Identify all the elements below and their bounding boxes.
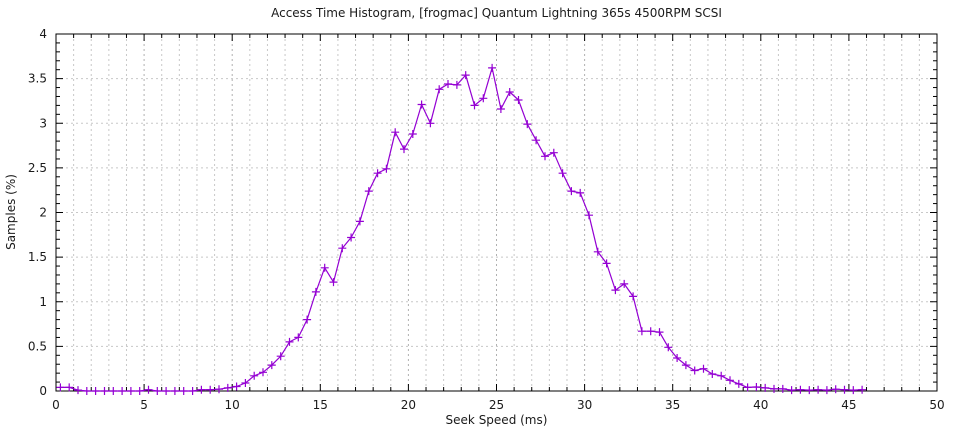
- x-axis-label: Seek Speed (ms): [445, 413, 548, 427]
- x-tick-label: 10: [225, 398, 240, 412]
- y-tick-label: 2: [39, 206, 47, 220]
- x-tick-label: 45: [841, 398, 856, 412]
- x-tick-label: 40: [753, 398, 768, 412]
- y-tick-label: 4: [39, 27, 47, 41]
- x-tick-label: 30: [577, 398, 592, 412]
- y-tick-label: 0: [39, 384, 47, 398]
- x-tick-label: 25: [489, 398, 504, 412]
- y-tick-label: 1: [39, 295, 47, 309]
- x-tick-label: 15: [313, 398, 328, 412]
- y-tick-label: 3.5: [28, 72, 47, 86]
- x-tick-label: 35: [665, 398, 680, 412]
- y-tick-label: 0.5: [28, 339, 47, 353]
- y-tick-label: 1.5: [28, 250, 47, 264]
- x-tick-label: 0: [52, 398, 60, 412]
- x-tick-label: 50: [929, 398, 944, 412]
- chart-title: Access Time Histogram, [frogmac] Quantum…: [271, 6, 722, 20]
- series-markers: [56, 63, 867, 395]
- y-tick-label: 2.5: [28, 161, 47, 175]
- x-tick-label: 20: [401, 398, 416, 412]
- y-tick-label: 3: [39, 116, 47, 130]
- y-axis-label: Samples (%): [4, 174, 18, 250]
- x-tick-label: 5: [140, 398, 148, 412]
